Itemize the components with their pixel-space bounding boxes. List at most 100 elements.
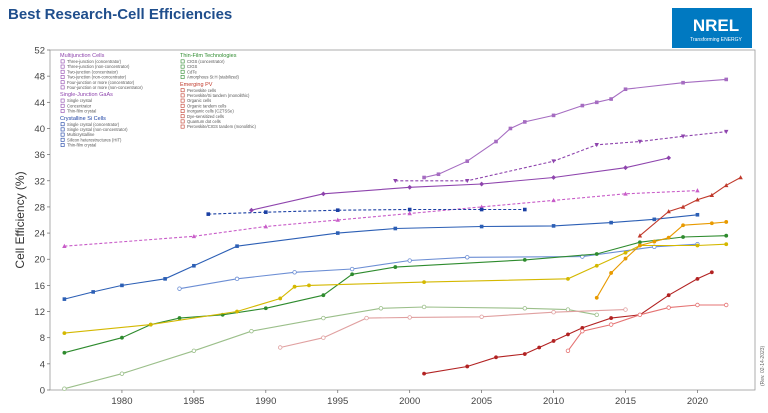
logo-subtext: Transforming ENERGY [690,37,742,43]
y-tick-label: 8 [40,333,45,344]
data-point [120,335,124,340]
data-point [594,143,599,148]
data-point [335,231,340,235]
data-point [623,256,628,261]
legend-item: Multicrystalline [67,132,95,137]
data-point [681,80,685,85]
legend-swatch [180,114,185,119]
legend-item: Inorganic cells (CZTSSe) [187,109,234,114]
data-point [393,226,398,231]
data-point [191,233,197,239]
data-point [551,339,556,343]
data-point [695,302,700,308]
data-point [321,293,326,298]
data-point [609,97,613,101]
data-point [292,270,297,275]
series-line [596,221,727,299]
legend-swatch [60,137,65,142]
data-point [335,217,340,222]
data-point [320,191,326,197]
data-point [407,315,412,320]
data-point [608,322,614,327]
revision-note: (Rev. 02-14-2023) [760,345,766,386]
series-10 [278,307,628,350]
legend-heading: Multijunction Cells [60,53,105,59]
data-point [235,309,239,314]
data-point [594,263,599,268]
data-point [422,175,426,180]
series-2 [249,155,672,213]
legend-item: Three-junction (non-concentrator) [67,64,130,69]
data-point [609,220,613,225]
data-point [378,306,384,311]
data-point [666,305,671,310]
legend-swatch [180,69,185,74]
legend-item: Single crystal (concentrator) [67,122,120,127]
legend-swatch [60,122,65,127]
legend-swatch [180,109,185,113]
data-point [666,155,672,161]
legend-heading: Emerging PV [180,82,213,88]
series-line [251,157,669,211]
series-layer [62,77,743,391]
data-point [637,240,642,245]
legend-item: Four-junction or more (non-concentrator) [67,85,143,90]
data-point [637,243,642,248]
data-point [537,345,542,350]
data-point [62,297,67,301]
plot-frame [49,49,756,391]
legend-swatch [60,132,65,137]
data-point [623,87,628,92]
legend-swatch [60,98,65,103]
legend-swatch [60,75,65,79]
legend-item: Concentrator [67,103,92,108]
y-tick-label: 12 [34,307,45,318]
data-point [522,257,527,262]
legend-item: Perovskite/Si tandem (monolithic) [187,93,250,98]
data-point [551,159,556,164]
data-point [307,283,311,288]
data-point [738,175,743,180]
series-line [424,271,713,375]
data-point [709,221,714,226]
data-point [522,120,527,124]
series-5 [206,207,527,216]
data-point [695,212,700,217]
data-point [580,328,585,334]
data-point [494,139,498,144]
data-point [393,178,398,184]
data-point [623,250,628,255]
y-tick-label: 32 [34,176,45,187]
series-3 [62,188,700,248]
x-tick-label: 2015 [615,396,636,407]
data-point [479,314,484,319]
data-point [580,325,585,330]
data-point [177,316,182,320]
series-line [423,78,727,179]
data-point [637,312,643,318]
data-point [234,276,240,282]
legend-swatch [180,88,185,93]
data-point [421,304,427,310]
x-tick-label: 2000 [399,396,420,407]
data-point [709,192,715,197]
y-axis-label: Cell Efficiency (%) [13,171,27,268]
data-point [263,224,269,229]
y-tick-label: 36 [34,150,45,161]
data-point [62,243,67,248]
data-point [652,239,657,244]
data-point [479,204,484,209]
legend-item: Organic cells [187,98,211,103]
y-tick-label: 40 [34,124,45,135]
data-point [680,134,686,139]
legend-swatch [180,124,185,129]
data-point [62,386,67,391]
logo-background [672,8,752,48]
data-point [609,271,614,275]
data-point [465,159,470,163]
data-point [494,355,498,360]
series-13 [637,175,743,238]
data-point [724,129,729,135]
data-point [479,207,484,212]
